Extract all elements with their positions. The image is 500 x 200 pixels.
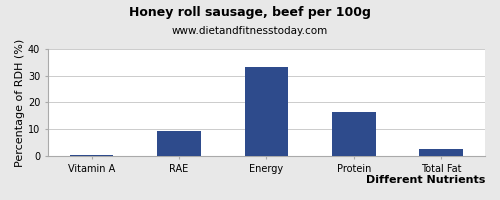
Bar [157,131,201,156]
Text: www.dietandfitnesstoday.com: www.dietandfitnesstoday.com [172,26,328,36]
Title: Honey roll sausage, beef per 100g
www.dietandfitnesstoday.com: Honey roll sausage, beef per 100g www.di… [0,199,1,200]
Bar [332,112,376,156]
Bar [420,149,463,156]
Bar [70,155,114,156]
X-axis label: Different Nutrients: Different Nutrients [366,175,485,185]
Bar [244,67,288,156]
Text: Honey roll sausage, beef per 100g: Honey roll sausage, beef per 100g [129,6,371,19]
Y-axis label: Percentage of RDH (%): Percentage of RDH (%) [15,38,25,167]
